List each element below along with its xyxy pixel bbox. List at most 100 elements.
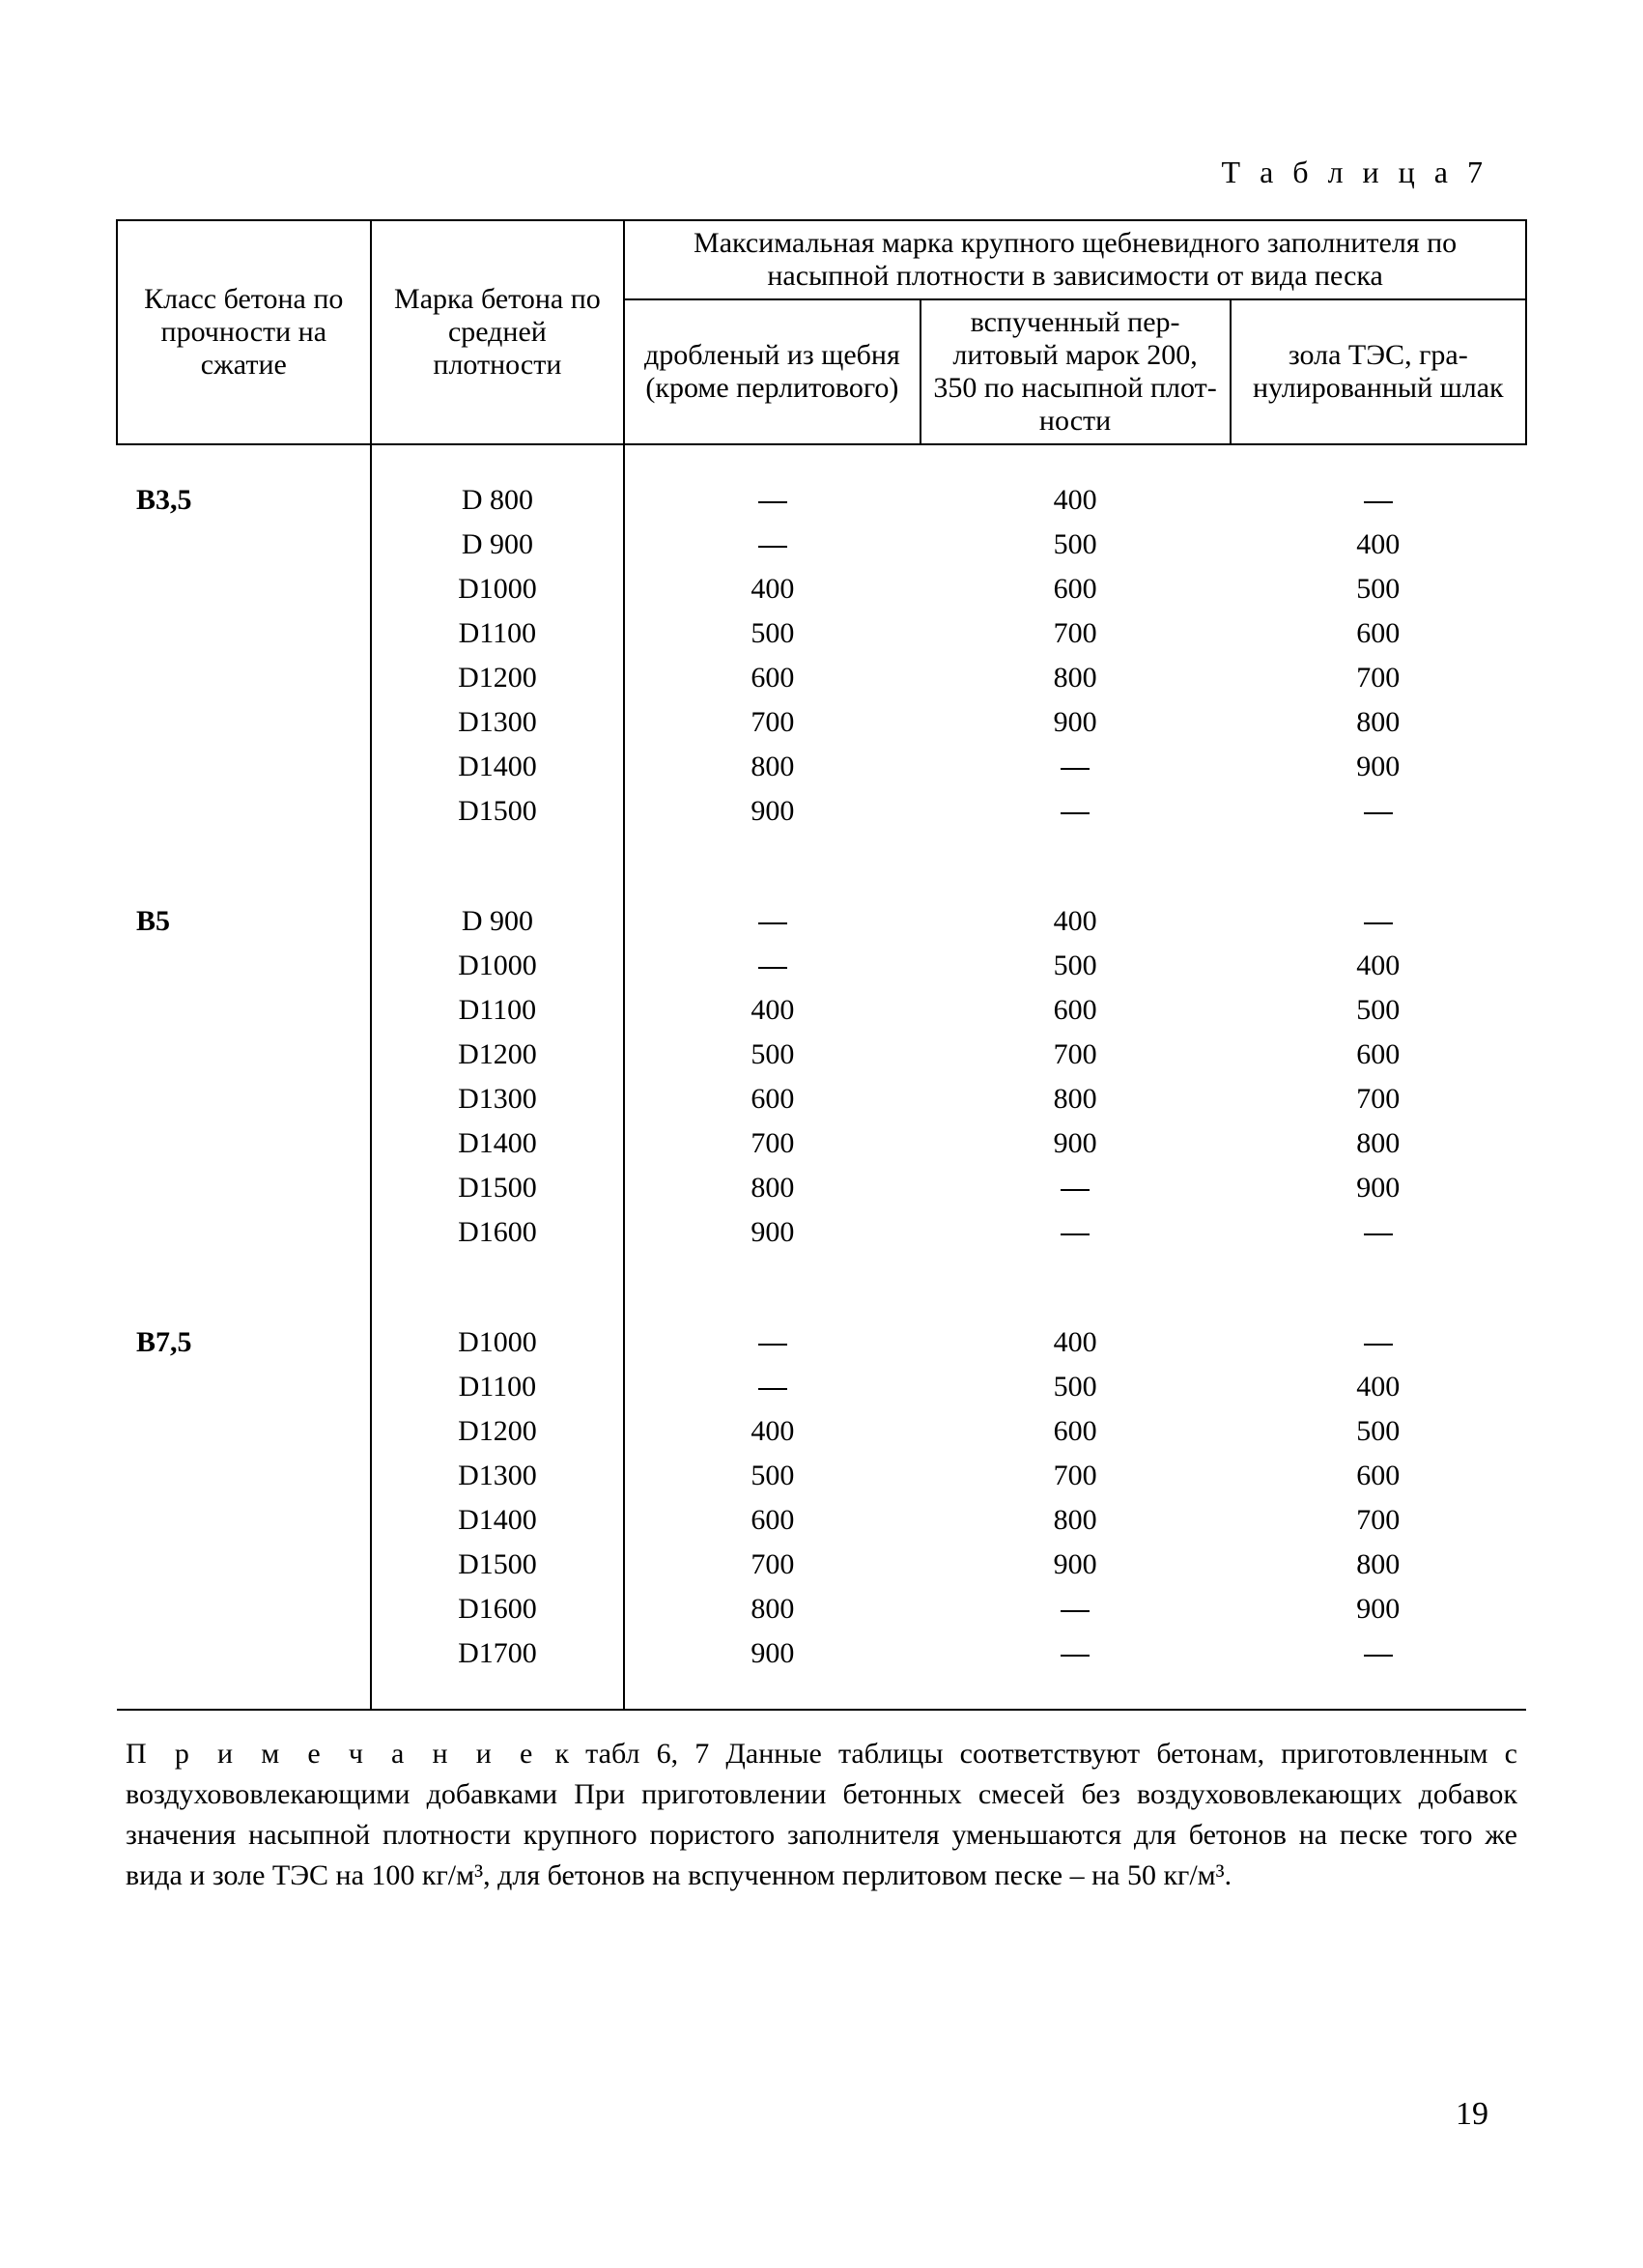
value-cell: 500 — [1231, 567, 1526, 611]
table-row: D1600800900 — [117, 1587, 1526, 1631]
value-cell: 400 — [921, 444, 1231, 523]
header-sub1: дробленый из щебня (кроме перлитового) — [624, 299, 920, 444]
value-cell — [1231, 1288, 1526, 1365]
value-cell — [1231, 789, 1526, 866]
header-sub3: зола ТЭС, гра­нулированный шлак — [1231, 299, 1526, 444]
value-cell: 700 — [921, 1033, 1231, 1077]
mark-cell: D1200 — [371, 1033, 625, 1077]
table-row: D1400700900800 — [117, 1121, 1526, 1166]
value-cell: 700 — [1231, 1498, 1526, 1543]
value-cell: 600 — [921, 1409, 1231, 1454]
dash-icon — [1364, 1233, 1393, 1235]
table-group: В7,5D1000400D1100500400D1200400600500D13… — [117, 1288, 1526, 1710]
table-row: D1200500700600 — [117, 1033, 1526, 1077]
mark-cell: D1000 — [371, 944, 625, 988]
value-cell: 900 — [1231, 1166, 1526, 1210]
table-caption: Т а б л и ц а 7 — [116, 155, 1527, 190]
value-cell — [1231, 1210, 1526, 1288]
value-cell: 400 — [1231, 1365, 1526, 1409]
table-row: D1100500700600 — [117, 611, 1526, 656]
class-cell — [117, 523, 371, 567]
value-cell: 500 — [1231, 988, 1526, 1033]
table-row: D1000400600500 — [117, 567, 1526, 611]
value-cell: 900 — [624, 1210, 920, 1288]
mark-cell: D1200 — [371, 1409, 625, 1454]
value-cell: 700 — [624, 1543, 920, 1587]
mark-cell: D1100 — [371, 988, 625, 1033]
class-cell — [117, 1409, 371, 1454]
value-cell — [624, 866, 920, 944]
dash-icon — [1364, 1344, 1393, 1346]
value-cell — [921, 745, 1231, 789]
value-cell: 400 — [624, 567, 920, 611]
table-row: D1500700900800 — [117, 1543, 1526, 1587]
header-span-top: Максимальная марка крупного щебневидного… — [624, 220, 1526, 299]
value-cell: 600 — [624, 656, 920, 700]
header-sub2: вспученный пер­литовый марок 200, 350 по… — [921, 299, 1231, 444]
dash-icon — [758, 501, 787, 503]
value-cell: 600 — [1231, 1454, 1526, 1498]
mark-cell: D1600 — [371, 1587, 625, 1631]
mark-cell: D1100 — [371, 611, 625, 656]
mark-cell: D1100 — [371, 1365, 625, 1409]
dash-icon — [1061, 1610, 1090, 1612]
table-row: В7,5D1000400 — [117, 1288, 1526, 1365]
class-cell — [117, 656, 371, 700]
value-cell — [921, 1210, 1231, 1288]
mark-cell: D1000 — [371, 567, 625, 611]
dash-icon — [758, 1344, 787, 1346]
mark-cell: D1300 — [371, 700, 625, 745]
dash-icon — [1364, 812, 1393, 814]
page: Т а б л и ц а 7 Класс бетона по прочност… — [0, 0, 1643, 2268]
value-cell: 600 — [624, 1498, 920, 1543]
dash-icon — [1061, 1233, 1090, 1235]
class-cell: В3,5 — [117, 444, 371, 523]
mark-cell: D 800 — [371, 444, 625, 523]
value-cell: 900 — [921, 700, 1231, 745]
mark-cell: D1400 — [371, 1498, 625, 1543]
mark-cell: D1300 — [371, 1077, 625, 1121]
value-cell: 900 — [1231, 1587, 1526, 1631]
class-cell — [117, 567, 371, 611]
value-cell — [921, 1166, 1231, 1210]
dash-icon — [758, 1388, 787, 1390]
value-cell — [624, 944, 920, 988]
value-cell: 900 — [1231, 745, 1526, 789]
value-cell: 900 — [624, 789, 920, 866]
table-row: D1100400600500 — [117, 988, 1526, 1033]
class-cell — [117, 1543, 371, 1587]
class-cell: В5 — [117, 866, 371, 944]
table-row: D1700900 — [117, 1631, 1526, 1710]
value-cell: 600 — [624, 1077, 920, 1121]
table-row: D 900500400 — [117, 523, 1526, 567]
value-cell: 500 — [921, 523, 1231, 567]
class-cell — [117, 1166, 371, 1210]
class-cell: В7,5 — [117, 1288, 371, 1365]
mark-cell: D1200 — [371, 656, 625, 700]
table-row: D1200600800700 — [117, 656, 1526, 700]
class-cell — [117, 789, 371, 866]
value-cell: 900 — [624, 1631, 920, 1710]
class-cell — [117, 988, 371, 1033]
value-cell — [921, 1631, 1231, 1710]
table-row: D1000500400 — [117, 944, 1526, 988]
value-cell: 900 — [921, 1121, 1231, 1166]
value-cell: 600 — [921, 567, 1231, 611]
class-cell — [117, 1121, 371, 1166]
table-row: D1400800900 — [117, 745, 1526, 789]
header-col1: Класс бетона по прочности на сжатие — [117, 220, 371, 444]
value-cell: 500 — [624, 1033, 920, 1077]
dash-icon — [1061, 1189, 1090, 1191]
dash-icon — [1061, 1655, 1090, 1657]
dash-icon — [758, 546, 787, 548]
value-cell: 400 — [624, 988, 920, 1033]
value-cell: 800 — [624, 1166, 920, 1210]
table-row: D1400600800700 — [117, 1498, 1526, 1543]
value-cell: 800 — [921, 1498, 1231, 1543]
table-row: D1100500400 — [117, 1365, 1526, 1409]
dash-icon — [1364, 1655, 1393, 1657]
class-cell — [117, 745, 371, 789]
value-cell: 700 — [624, 1121, 920, 1166]
value-cell — [1231, 1631, 1526, 1710]
table-row: В5D 900400 — [117, 866, 1526, 944]
